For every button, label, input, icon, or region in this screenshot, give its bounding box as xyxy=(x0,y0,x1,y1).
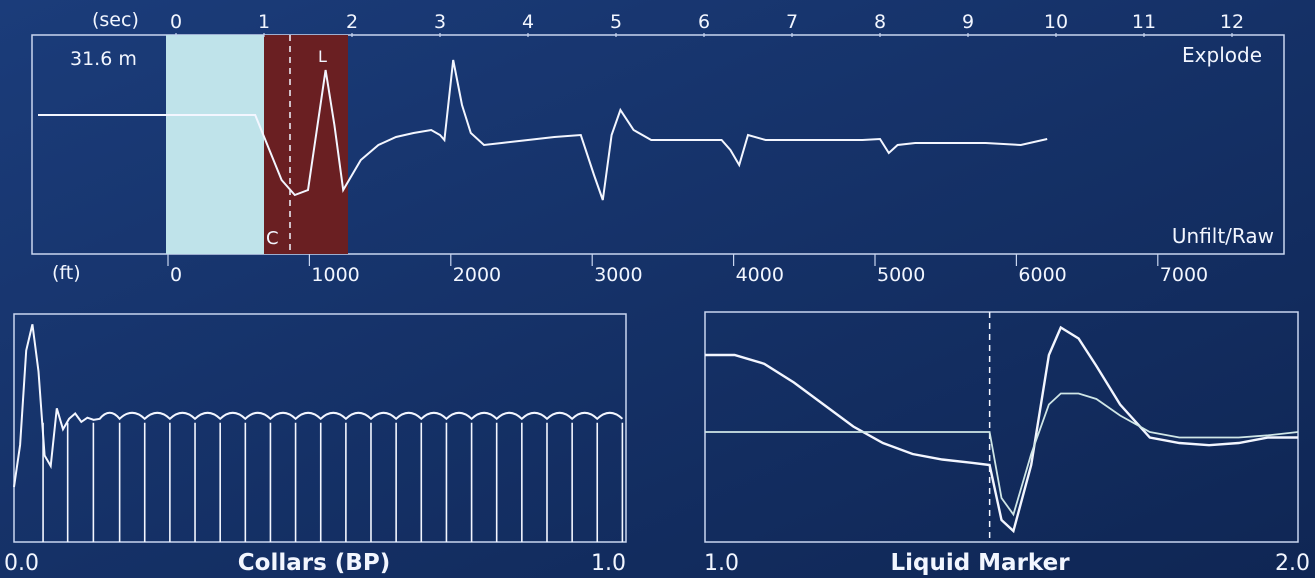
seconds-tick-label: 11 xyxy=(1132,11,1156,33)
seconds-tick-label: 1 xyxy=(258,11,270,33)
seconds-axis: 0 1 2 3 4 5 6 7 8 9 10 11 12 xyxy=(170,11,1244,37)
feet-axis: 0 1000 2000 3000 4000 5000 6000 7000 xyxy=(167,254,1208,286)
liquid-marker-panel: 1.0 2.0 Liquid Marker xyxy=(704,311,1310,576)
mode-label[interactable]: Explode xyxy=(1182,43,1262,67)
feet-tick-label: 3000 xyxy=(594,264,642,286)
collar-marks xyxy=(42,422,624,542)
liquid-marker-trace-secondary xyxy=(705,392,1299,517)
seconds-tick-label: 0 xyxy=(170,11,182,33)
seconds-tick-label: 7 xyxy=(786,11,798,33)
feet-tick-label: 4000 xyxy=(736,264,784,286)
feet-tick-label: 2000 xyxy=(453,264,501,286)
liquid-marker-trace-main xyxy=(705,325,1298,534)
liquid-marker-l: L xyxy=(318,47,327,66)
collars-panel: 0.0 1.0 Collars (BP) xyxy=(4,313,627,576)
liquid-selection-highlight[interactable] xyxy=(264,35,348,254)
liquid-marker-frame xyxy=(704,311,1299,543)
feet-tick-label: 7000 xyxy=(1160,264,1208,286)
collar-marker-c: C xyxy=(266,228,279,249)
seconds-tick-label: 2 xyxy=(346,11,358,33)
seconds-tick-label: 12 xyxy=(1220,11,1244,33)
seconds-tick-label: 8 xyxy=(874,11,886,33)
filter-label[interactable]: Unfilt/Raw xyxy=(1172,224,1274,248)
collars-title: Collars (BP) xyxy=(238,550,390,576)
acoustic-trace-line xyxy=(38,59,1048,201)
liquid-marker-title: Liquid Marker xyxy=(890,550,1070,576)
feet-tick-label: 5000 xyxy=(877,264,925,286)
seconds-axis-label: (sec) xyxy=(92,9,139,31)
seconds-tick-label: 10 xyxy=(1044,11,1068,33)
liquid-marker-x-max-label: 2.0 xyxy=(1275,551,1310,576)
acoustic-trace-frame xyxy=(31,34,1285,255)
acoustic-trace-panel: 0 1 2 3 4 5 6 7 8 9 10 11 12 0 1000 2000 3000 4000 5000 60… xyxy=(31,9,1285,286)
seconds-tick-label: 5 xyxy=(610,11,622,33)
feet-axis-label: (ft) xyxy=(52,262,81,284)
seconds-tick-label: 3 xyxy=(434,11,446,33)
feet-tick-label: 0 xyxy=(170,264,182,286)
amplitude-readout: 31.6 m xyxy=(70,48,137,70)
seconds-tick-label: 6 xyxy=(698,11,710,33)
feet-tick-label: 6000 xyxy=(1018,264,1066,286)
seconds-tick-label: 4 xyxy=(522,11,534,33)
seconds-tick-label: 9 xyxy=(962,11,974,33)
collars-x-max-label: 1.0 xyxy=(591,551,626,576)
collars-trace-line xyxy=(13,324,624,488)
liquid-marker-x-min-label: 1.0 xyxy=(704,551,739,576)
collars-x-min-label: 0.0 xyxy=(4,551,39,576)
feet-tick-label: 1000 xyxy=(311,264,359,286)
collar-selection-highlight[interactable] xyxy=(166,35,264,254)
